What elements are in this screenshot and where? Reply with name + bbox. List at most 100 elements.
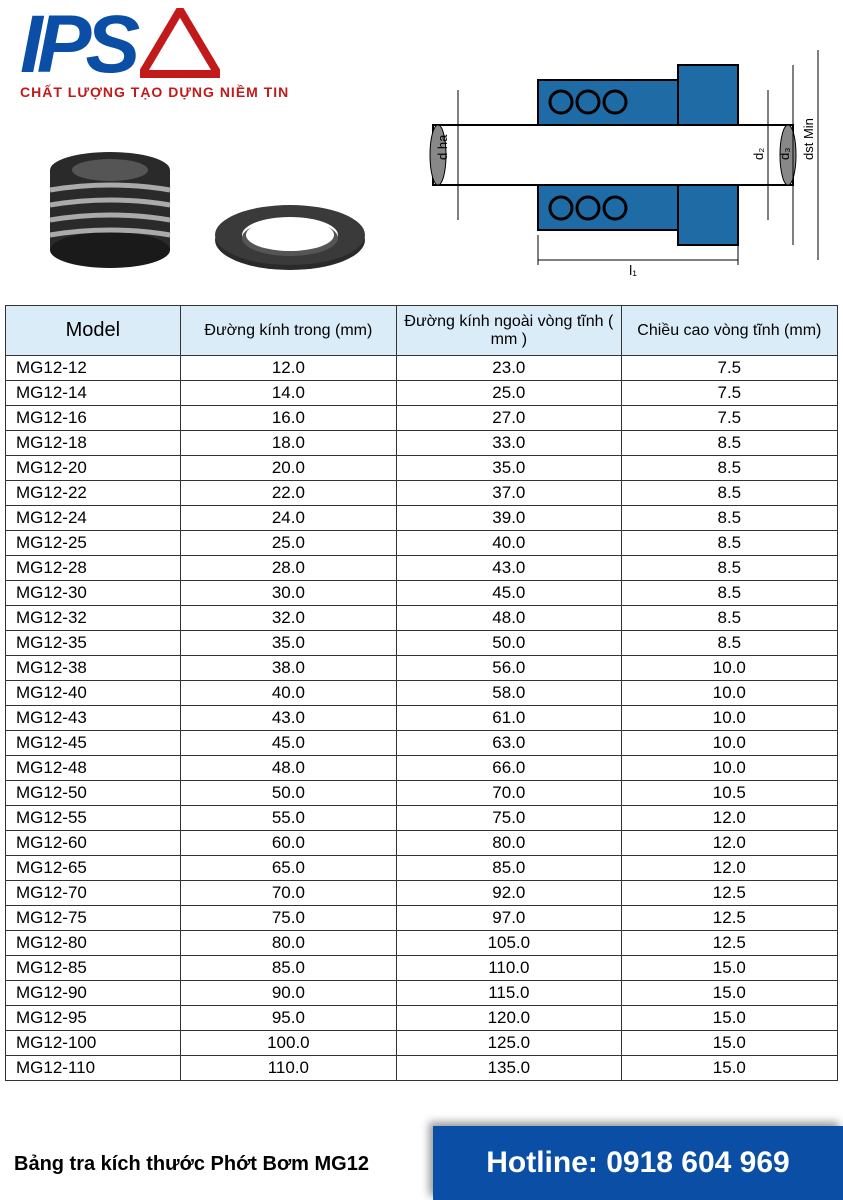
model-cell: MG12-100 — [6, 1031, 181, 1056]
table-row: MG12-3232.048.08.5 — [6, 606, 838, 631]
model-cell: MG12-16 — [6, 406, 181, 431]
value-cell: 45.0 — [397, 581, 622, 606]
value-cell: 92.0 — [397, 881, 622, 906]
value-cell: 16.0 — [180, 406, 396, 431]
value-cell: 39.0 — [397, 506, 622, 531]
hotline-box: Hotline: 0918 604 969 — [433, 1126, 843, 1200]
model-cell: MG12-95 — [6, 1006, 181, 1031]
value-cell: 10.0 — [621, 731, 837, 756]
value-cell: 8.5 — [621, 506, 837, 531]
value-cell: 75.0 — [397, 806, 622, 831]
table-row: MG12-5555.075.012.0 — [6, 806, 838, 831]
value-cell: 75.0 — [180, 906, 396, 931]
table-row: MG12-9595.0120.015.0 — [6, 1006, 838, 1031]
value-cell: 25.0 — [180, 531, 396, 556]
header-area: IPS CHẤT LƯỢNG TẠO DỰNG NIỀM TIN — [0, 0, 843, 300]
table-row: MG12-3535.050.08.5 — [6, 631, 838, 656]
value-cell: 10.5 — [621, 781, 837, 806]
model-cell: MG12-110 — [6, 1056, 181, 1081]
table-body: MG12-1212.023.07.5MG12-1414.025.07.5MG12… — [6, 356, 838, 1081]
model-cell: MG12-70 — [6, 881, 181, 906]
value-cell: 120.0 — [397, 1006, 622, 1031]
value-cell: 135.0 — [397, 1056, 622, 1081]
value-cell: 80.0 — [180, 931, 396, 956]
value-cell: 35.0 — [397, 456, 622, 481]
table-row: MG12-110110.0135.015.0 — [6, 1056, 838, 1081]
col-header-height: Chiều cao vòng tĩnh (mm) — [621, 306, 837, 356]
value-cell: 15.0 — [621, 981, 837, 1006]
table-row: MG12-9090.0115.015.0 — [6, 981, 838, 1006]
value-cell: 10.0 — [621, 756, 837, 781]
value-cell: 50.0 — [397, 631, 622, 656]
table-row: MG12-2424.039.08.5 — [6, 506, 838, 531]
value-cell: 8.5 — [621, 581, 837, 606]
value-cell: 100.0 — [180, 1031, 396, 1056]
logo-main: IPS — [20, 8, 390, 78]
model-cell: MG12-38 — [6, 656, 181, 681]
value-cell: 61.0 — [397, 706, 622, 731]
value-cell: 58.0 — [397, 681, 622, 706]
value-cell: 30.0 — [180, 581, 396, 606]
model-cell: MG12-55 — [6, 806, 181, 831]
model-cell: MG12-43 — [6, 706, 181, 731]
value-cell: 66.0 — [397, 756, 622, 781]
col-header-od: Đường kính ngoài vòng tĩnh ( mm ) — [397, 306, 622, 356]
value-cell: 85.0 — [180, 956, 396, 981]
logo-block: IPS CHẤT LƯỢNG TẠO DỰNG NIỀM TIN — [20, 8, 390, 100]
value-cell: 7.5 — [621, 381, 837, 406]
value-cell: 24.0 — [180, 506, 396, 531]
value-cell: 12.5 — [621, 931, 837, 956]
model-cell: MG12-40 — [6, 681, 181, 706]
model-cell: MG12-85 — [6, 956, 181, 981]
value-cell: 8.5 — [621, 481, 837, 506]
value-cell: 33.0 — [397, 431, 622, 456]
model-cell: MG12-18 — [6, 431, 181, 456]
table-row: MG12-5050.070.010.5 — [6, 781, 838, 806]
table-row: MG12-7070.092.012.5 — [6, 881, 838, 906]
value-cell: 60.0 — [180, 831, 396, 856]
model-cell: MG12-48 — [6, 756, 181, 781]
value-cell: 115.0 — [397, 981, 622, 1006]
table-row: MG12-2222.037.08.5 — [6, 481, 838, 506]
value-cell: 12.5 — [621, 906, 837, 931]
value-cell: 8.5 — [621, 531, 837, 556]
value-cell: 37.0 — [397, 481, 622, 506]
value-cell: 48.0 — [180, 756, 396, 781]
value-cell: 15.0 — [621, 1006, 837, 1031]
value-cell: 110.0 — [180, 1056, 396, 1081]
value-cell: 8.5 — [621, 631, 837, 656]
value-cell: 10.0 — [621, 656, 837, 681]
value-cell: 10.0 — [621, 681, 837, 706]
spec-table-wrap: Model Đường kính trong (mm) Đường kính n… — [5, 305, 838, 1081]
dim-d2: d₂ — [751, 148, 766, 160]
model-cell: MG12-32 — [6, 606, 181, 631]
value-cell: 12.0 — [180, 356, 396, 381]
model-cell: MG12-22 — [6, 481, 181, 506]
model-cell: MG12-80 — [6, 931, 181, 956]
table-row: MG12-100100.0125.015.0 — [6, 1031, 838, 1056]
value-cell: 10.0 — [621, 706, 837, 731]
value-cell: 38.0 — [180, 656, 396, 681]
value-cell: 35.0 — [180, 631, 396, 656]
spec-table: Model Đường kính trong (mm) Đường kính n… — [5, 305, 838, 1081]
value-cell: 80.0 — [397, 831, 622, 856]
value-cell: 8.5 — [621, 456, 837, 481]
table-row: MG12-2828.043.08.5 — [6, 556, 838, 581]
value-cell: 63.0 — [397, 731, 622, 756]
table-row: MG12-6565.085.012.0 — [6, 856, 838, 881]
value-cell: 18.0 — [180, 431, 396, 456]
value-cell: 22.0 — [180, 481, 396, 506]
model-cell: MG12-90 — [6, 981, 181, 1006]
table-row: MG12-1616.027.07.5 — [6, 406, 838, 431]
model-cell: MG12-14 — [6, 381, 181, 406]
table-row: MG12-4545.063.010.0 — [6, 731, 838, 756]
col-header-model: Model — [6, 306, 181, 356]
value-cell: 15.0 — [621, 956, 837, 981]
table-row: MG12-6060.080.012.0 — [6, 831, 838, 856]
value-cell: 25.0 — [397, 381, 622, 406]
model-cell: MG12-65 — [6, 856, 181, 881]
table-row: MG12-4848.066.010.0 — [6, 756, 838, 781]
value-cell: 40.0 — [180, 681, 396, 706]
value-cell: 32.0 — [180, 606, 396, 631]
value-cell: 20.0 — [180, 456, 396, 481]
